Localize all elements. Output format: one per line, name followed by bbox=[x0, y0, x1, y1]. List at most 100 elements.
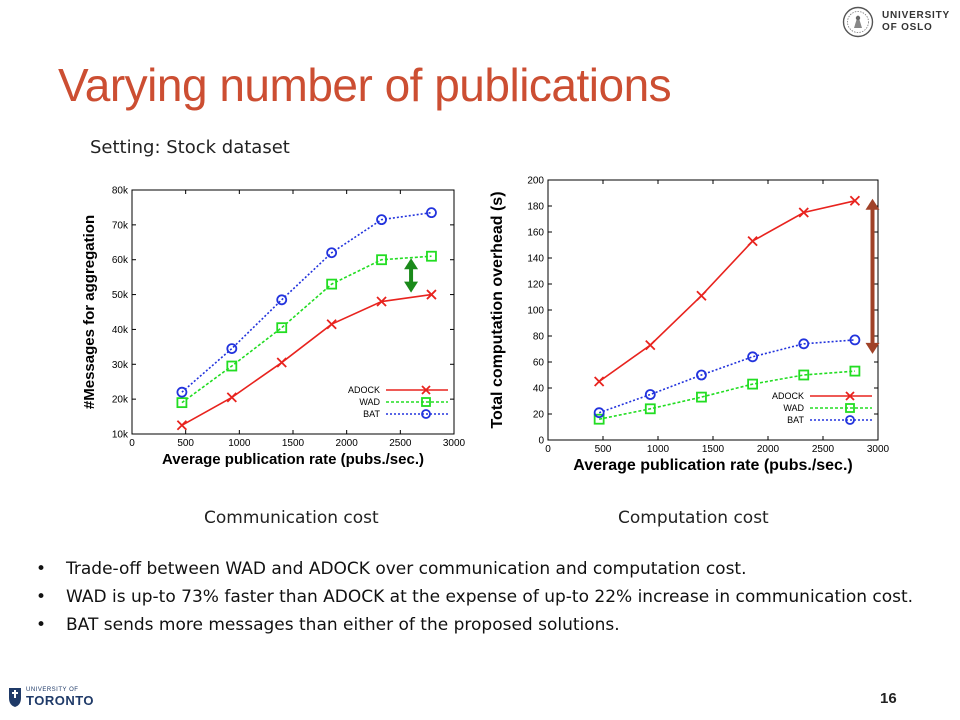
y-tick-label: 80k bbox=[112, 186, 129, 197]
x-marker bbox=[845, 391, 855, 401]
x-tick-label: 0 bbox=[129, 438, 135, 449]
circle-marker bbox=[644, 389, 656, 400]
seal-icon bbox=[842, 6, 874, 38]
plot-frame bbox=[547, 179, 879, 441]
bullet-item: WAD is up-to 73% faster than ADOCK at th… bbox=[36, 585, 916, 609]
series-line-wad bbox=[598, 370, 855, 420]
uoft-logo: UNIVERSITY OF TORONTO bbox=[8, 686, 94, 708]
series-line-bat bbox=[598, 339, 855, 414]
bullet-item: Trade-off between WAD and ADOCK over com… bbox=[36, 557, 916, 581]
x-tick-label: 3000 bbox=[867, 444, 890, 455]
uoft-small-text: UNIVERSITY OF bbox=[26, 686, 79, 693]
circle-marker bbox=[696, 369, 707, 381]
circle-marker bbox=[276, 294, 288, 306]
uio-wordmark: UNIVERSITY OF OSLO bbox=[882, 10, 950, 34]
x-tick-label: 1000 bbox=[647, 444, 670, 455]
x-marker bbox=[276, 357, 287, 368]
annotation-arrow-head-bottom bbox=[404, 281, 419, 293]
y-tick-label: 160 bbox=[527, 228, 544, 239]
x-tick-label: 1500 bbox=[282, 438, 305, 449]
x-tick-label: 2000 bbox=[336, 438, 359, 449]
x-axis-label: Average publication rate (pubs./sec.) bbox=[573, 457, 852, 474]
setting-label: Setting: Stock dataset bbox=[90, 137, 290, 158]
legend-label: BAT bbox=[787, 415, 804, 425]
circle-marker bbox=[326, 247, 338, 259]
x-marker bbox=[421, 385, 431, 395]
y-axis-label: #Messages for aggregation bbox=[81, 215, 98, 409]
x-marker bbox=[798, 207, 809, 218]
circle-marker bbox=[845, 415, 855, 425]
y-tick-label: 20k bbox=[112, 395, 129, 406]
y-tick-label: 200 bbox=[527, 176, 544, 187]
crest-icon bbox=[9, 688, 21, 707]
square-marker bbox=[176, 397, 188, 409]
circle-marker bbox=[226, 343, 238, 355]
communication-cost-chart: 0 500 1000 1500 2000 2500 3000 10k 20k 30k 40k 50k 6… bbox=[81, 186, 466, 469]
annotation-arrow-head-top bbox=[865, 198, 880, 210]
square-marker bbox=[426, 250, 437, 262]
bullet-item: BAT sends more messages than either of t… bbox=[36, 613, 916, 637]
circle-marker bbox=[798, 338, 810, 350]
circle-marker bbox=[176, 386, 188, 398]
x-tick-label: 2500 bbox=[812, 444, 835, 455]
y-tick-label: 40 bbox=[533, 384, 545, 395]
x-marker bbox=[645, 339, 656, 351]
uoft-wordmark: UNIVERSITY OF TORONTO bbox=[26, 687, 94, 708]
x-tick-label: 2500 bbox=[389, 438, 412, 449]
y-tick-label: 180 bbox=[527, 202, 544, 213]
series-line-wad bbox=[181, 255, 432, 404]
y-tick-label: 100 bbox=[527, 306, 544, 317]
y-tick-label: 30k bbox=[112, 360, 129, 371]
legend-label: BAT bbox=[363, 409, 380, 419]
x-marker bbox=[696, 290, 707, 301]
x-tick-label: 3000 bbox=[443, 438, 466, 449]
circle-marker bbox=[849, 334, 861, 346]
bullet-list: Trade-off between WAD and ADOCK over com… bbox=[36, 557, 916, 641]
slide-title: Varying number of publications bbox=[58, 59, 672, 111]
square-marker bbox=[644, 403, 656, 415]
x-marker bbox=[226, 392, 237, 403]
circle-marker bbox=[426, 207, 437, 219]
y-tick-label: 60k bbox=[112, 255, 129, 266]
x-tick-label: 1500 bbox=[702, 444, 725, 455]
page-number: 16 bbox=[880, 690, 897, 707]
x-marker bbox=[849, 195, 861, 206]
square-marker bbox=[798, 369, 810, 381]
uoft-big-text: TORONTO bbox=[26, 692, 95, 708]
series-line-adock bbox=[598, 200, 856, 383]
square-marker bbox=[696, 391, 707, 403]
y-tick-label: 50k bbox=[112, 290, 129, 301]
x-marker bbox=[747, 235, 758, 247]
uio-line2: OF OSLO bbox=[882, 22, 933, 33]
x-tick-label: 500 bbox=[177, 438, 194, 449]
square-marker bbox=[849, 365, 861, 377]
legend-label: ADOCK bbox=[348, 385, 380, 395]
series-line-bat bbox=[181, 211, 432, 393]
series-line-adock bbox=[181, 293, 432, 426]
y-tick-label: 80 bbox=[533, 332, 545, 343]
y-tick-label: 10k bbox=[112, 430, 129, 441]
x-axis-label: Average publication rate (pubs./sec.) bbox=[162, 451, 424, 468]
caption-communication-cost: Communication cost bbox=[204, 508, 379, 528]
y-tick-label: 40k bbox=[112, 325, 129, 336]
y-tick-label: 70k bbox=[112, 220, 129, 231]
y-axis-label: Total computation overhead (s) bbox=[489, 191, 506, 428]
square-marker bbox=[421, 397, 431, 407]
x-marker bbox=[376, 296, 387, 307]
x-tick-label: 1000 bbox=[228, 438, 251, 449]
uio-line1: UNIVERSITY bbox=[882, 10, 951, 21]
legend-label: ADOCK bbox=[772, 391, 804, 401]
y-tick-label: 0 bbox=[538, 436, 544, 447]
square-marker bbox=[276, 322, 288, 334]
annotation-arrow-head-top bbox=[404, 258, 419, 270]
x-marker bbox=[176, 420, 188, 431]
circle-marker bbox=[376, 214, 387, 226]
x-tick-label: 2000 bbox=[757, 444, 780, 455]
legend-label: WAD bbox=[359, 397, 380, 407]
x-marker bbox=[326, 319, 337, 330]
square-marker bbox=[747, 378, 759, 390]
computation-cost-chart: 0 500 1000 1500 2000 2500 3000 0 20 40 60 80 100 120 1… bbox=[489, 176, 890, 475]
x-marker bbox=[594, 376, 605, 387]
circle-marker bbox=[421, 409, 431, 419]
y-tick-label: 140 bbox=[527, 254, 544, 265]
